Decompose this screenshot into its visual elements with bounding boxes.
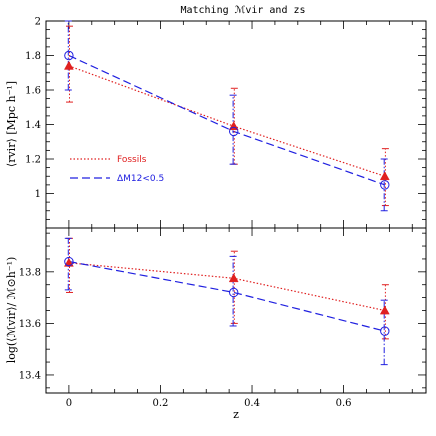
data-point-fossils	[228, 273, 239, 283]
data-point-fossils	[63, 257, 74, 267]
y-tick-label: 13.8	[19, 267, 41, 278]
error-bars-layer	[64, 20, 389, 366]
series-lines-layer	[68, 54, 385, 332]
x-tick-label: 0.4	[244, 398, 260, 409]
y-tick-label: 2	[35, 17, 41, 28]
data-point-dm12	[64, 50, 74, 61]
y-tick-label: 1.8	[25, 51, 41, 62]
bottom-panel-frame	[45, 227, 427, 394]
chart-title: Matching ℳvir and zs	[180, 5, 305, 16]
data-point-dm12	[380, 326, 390, 336]
x-axis-label: z	[233, 408, 239, 421]
y-tick-label: 1.6	[25, 86, 41, 97]
data-point-fossils	[63, 60, 74, 70]
x-tick-label: 0.6	[336, 398, 352, 409]
data-point-dm12	[380, 180, 390, 190]
bottom-y-axis-label: log(⟨ℳvir⟩/ ℳ⊙h⁻¹)	[5, 257, 18, 364]
data-point-dm12	[229, 126, 239, 137]
labels-layer: 1 1.2 1.4 1.6 1.8 2 13.4 13.6 13.8 0 0.2 0.4 0.6	[19, 17, 352, 410]
x-tick-label: 0.2	[153, 398, 169, 409]
y-tick-label: 13.4	[19, 370, 41, 381]
y-tick-label: 1.2	[25, 155, 41, 166]
data-point-dm12	[229, 287, 239, 298]
data-point-fossils	[379, 305, 390, 315]
y-tick-label: 1.4	[25, 120, 41, 131]
top-y-axis-label: ⟨rvir⟩ [Mpc h⁻¹]	[5, 81, 18, 167]
series-line	[68, 54, 385, 186]
series-line	[68, 260, 385, 332]
top-panel-frame	[45, 20, 427, 229]
x-tick-label: 0	[66, 398, 72, 409]
data-point-dm12	[64, 256, 74, 267]
y-tick-label: 13.6	[19, 319, 41, 330]
legend-dm12-label: ΔM12<0.5	[117, 174, 164, 184]
markers-layer	[63, 50, 390, 336]
y-tick-label: 1	[35, 189, 41, 200]
ticks-layer	[45, 20, 426, 393]
legend-fossils-label: Fossils	[117, 155, 147, 165]
legend: Fossils ΔM12<0.5	[70, 155, 164, 184]
data-point-fossils	[379, 171, 390, 181]
